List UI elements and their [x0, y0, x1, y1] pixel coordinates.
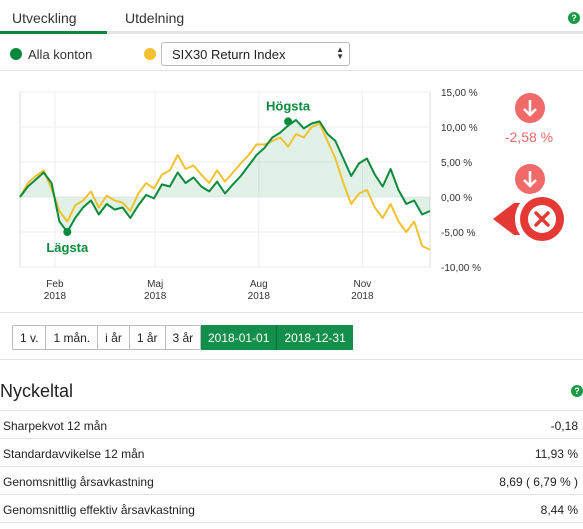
- period-ytd-button[interactable]: i år: [98, 326, 130, 349]
- row-label: Sharpekvot 12 mån: [3, 419, 108, 433]
- low-point-marker: [63, 228, 72, 236]
- x-tick-month: Maj: [147, 279, 163, 290]
- row-value: 8,44 %: [540, 503, 578, 517]
- x-tick-year: 2018: [248, 291, 271, 302]
- index-select[interactable]: SIX30 Return Index ▲ ▼: [161, 42, 350, 66]
- row-label: Genomsnittlig årsavkastning: [3, 475, 154, 489]
- tab-utveckling[interactable]: Utveckling: [12, 10, 77, 26]
- key-figures-table: Sharpekvot 12 mån -0,18 Standardavvikels…: [0, 410, 583, 523]
- index-select-value: SIX30 Return Index: [172, 47, 286, 62]
- performance-chart: Högsta Lägsta 15,00 % 10,00 % 5,00 % 0,00 % -…: [0, 78, 583, 308]
- period-selector: 1 v. 1 mån. i år 1 år 3 år 2018-01-01 20…: [0, 312, 583, 360]
- high-point-label: Högsta: [266, 98, 311, 113]
- date-to-button[interactable]: 2018-12-31: [276, 325, 353, 350]
- table-row: Genomsnittlig årsavkastning 8,69 ( 6,79 …: [0, 467, 583, 495]
- change-value: -2,58 %: [505, 129, 553, 145]
- period-button-group: 1 v. 1 mån. i år 1 år 3 år: [12, 325, 202, 350]
- y-tick-label: 10,00 %: [441, 123, 478, 134]
- series-line-index: [19, 122, 431, 251]
- y-tick-label: 15,00 %: [441, 88, 478, 99]
- date-from-button[interactable]: 2018-01-01: [201, 325, 277, 350]
- x-tick-year: 2018: [144, 291, 167, 302]
- down-arrow-glyph-2: [523, 171, 537, 188]
- date-range-group: 2018-01-01 2018-12-31: [201, 325, 353, 350]
- y-tick-label: -10,00 %: [441, 263, 481, 274]
- key-figures-title: Nyckeltal: [0, 381, 74, 401]
- series-dot-alla-konton: [10, 48, 22, 60]
- chart-svg: Högsta Lägsta 15,00 % 10,00 % 5,00 % 0,00 % -…: [19, 88, 569, 302]
- x-tick-year: 2018: [351, 291, 374, 302]
- active-tab-indicator: [0, 31, 107, 34]
- y-tick-label: -5,00 %: [441, 228, 476, 239]
- series-line-alla-konton: [19, 119, 431, 233]
- period-3y-button[interactable]: 3 år: [165, 326, 201, 349]
- x-tick-month: Nov: [354, 279, 372, 290]
- help-icon[interactable]: ?: [568, 12, 580, 24]
- period-1m-button[interactable]: 1 mån.: [46, 326, 99, 349]
- y-tick-label: 0,00 %: [441, 193, 472, 204]
- x-tick-month: Aug: [250, 279, 268, 290]
- series-label-alla-konton: Alla konton: [28, 47, 93, 62]
- y-tick-label: 5,00 %: [441, 158, 472, 169]
- row-label: Standardavvikelse 12 mån: [3, 447, 145, 461]
- tab-utdelning[interactable]: Utdelning: [125, 10, 185, 26]
- low-point-label: Lägsta: [46, 240, 89, 255]
- table-row: Standardavvikelse 12 mån 11,93 %: [0, 439, 583, 467]
- x-tick-month: Feb: [46, 279, 64, 290]
- row-value: 8,69 ( 6,79 % ): [499, 475, 578, 489]
- period-1y-button[interactable]: 1 år: [129, 326, 166, 349]
- high-point-marker: [284, 117, 293, 126]
- close-icon: [534, 211, 550, 227]
- key-figures-help-icon[interactable]: ?: [571, 385, 583, 397]
- remove-pointer: [493, 203, 522, 235]
- row-value: -0,18: [550, 419, 578, 433]
- series-dot-index: [144, 48, 156, 60]
- period-1w-button[interactable]: 1 v.: [13, 326, 47, 349]
- plot-area: [19, 91, 431, 268]
- chart-legend: Alla konton SIX30 Return Index ▲ ▼: [0, 37, 583, 71]
- tab-bar: Utveckling Utdelning ?: [0, 0, 583, 34]
- table-row: Genomsnittlig effektiv årsavkastning 8,4…: [0, 495, 583, 523]
- select-arrows-icon: ▲ ▼: [336, 45, 344, 61]
- x-tick-year: 2018: [44, 291, 67, 302]
- row-value: 11,93 %: [534, 447, 578, 461]
- down-arrow-glyph: [523, 100, 537, 117]
- table-row: Sharpekvot 12 mån -0,18: [0, 411, 583, 439]
- row-label: Genomsnittlig effektiv årsavkastning: [3, 503, 195, 517]
